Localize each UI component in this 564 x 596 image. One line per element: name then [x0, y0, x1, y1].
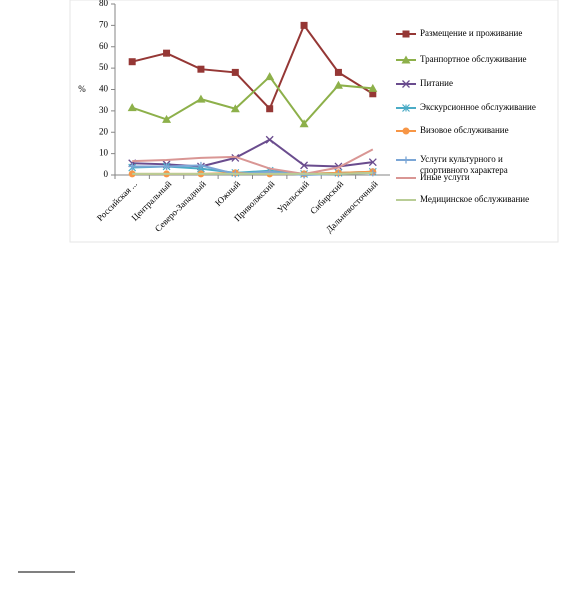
marker [127, 103, 137, 112]
marker [402, 127, 410, 135]
series-line [131, 23, 374, 111]
marker [300, 21, 308, 29]
y-tick-label: 60 [99, 41, 109, 51]
marker [300, 161, 309, 170]
x-tick-label: Уральский [275, 179, 311, 215]
marker [369, 90, 377, 98]
series-line [132, 148, 374, 175]
y-tick-label: 50 [99, 62, 109, 72]
legend-label: Транпортное обслуживание [420, 54, 527, 64]
marker [231, 68, 239, 76]
marker [402, 156, 410, 164]
series-line [132, 138, 373, 168]
marker [196, 94, 206, 103]
marker [401, 55, 411, 64]
y-tick-label: 40 [99, 84, 109, 94]
legend-label: Размещение и проживание [420, 28, 523, 38]
marker [231, 153, 240, 162]
marker [402, 104, 410, 112]
marker [197, 65, 205, 73]
y-tick-label: 70 [99, 19, 109, 29]
y-tick-label: 10 [99, 148, 109, 158]
legend-label: Питание [420, 78, 453, 88]
marker [265, 72, 275, 81]
marker [368, 83, 378, 92]
marker [299, 119, 309, 128]
marker [128, 58, 136, 66]
marker [265, 135, 274, 144]
x-tick-label: Южный [213, 179, 242, 208]
y-tick-label: 0 [104, 169, 109, 179]
marker [128, 162, 136, 170]
marker [163, 49, 171, 57]
y-tick-label: 20 [99, 126, 109, 136]
marker [300, 171, 308, 179]
chart-frame [69, 0, 559, 243]
marker [230, 104, 240, 113]
legend-label: Визовое обслуживание [420, 125, 509, 135]
marker [402, 30, 410, 38]
series-line [131, 75, 373, 126]
y-axis-label: % [78, 84, 86, 94]
series-line [132, 171, 373, 175]
legend-label: Услуги культурного и спортивного характе… [420, 154, 508, 175]
marker [368, 158, 377, 167]
legend-label: Иные услуги [420, 172, 470, 182]
marker [333, 80, 343, 89]
marker [402, 80, 410, 88]
marker [334, 68, 342, 76]
marker [266, 105, 274, 113]
y-tick-label: 30 [99, 105, 109, 115]
y-tick-label: 80 [99, 0, 109, 8]
legend-label: Медицинское обслуживание [420, 194, 530, 204]
marker [162, 114, 172, 123]
legend-label: Экскурсионное обслуживание [420, 102, 536, 112]
marker [197, 161, 205, 169]
marker [163, 162, 171, 170]
